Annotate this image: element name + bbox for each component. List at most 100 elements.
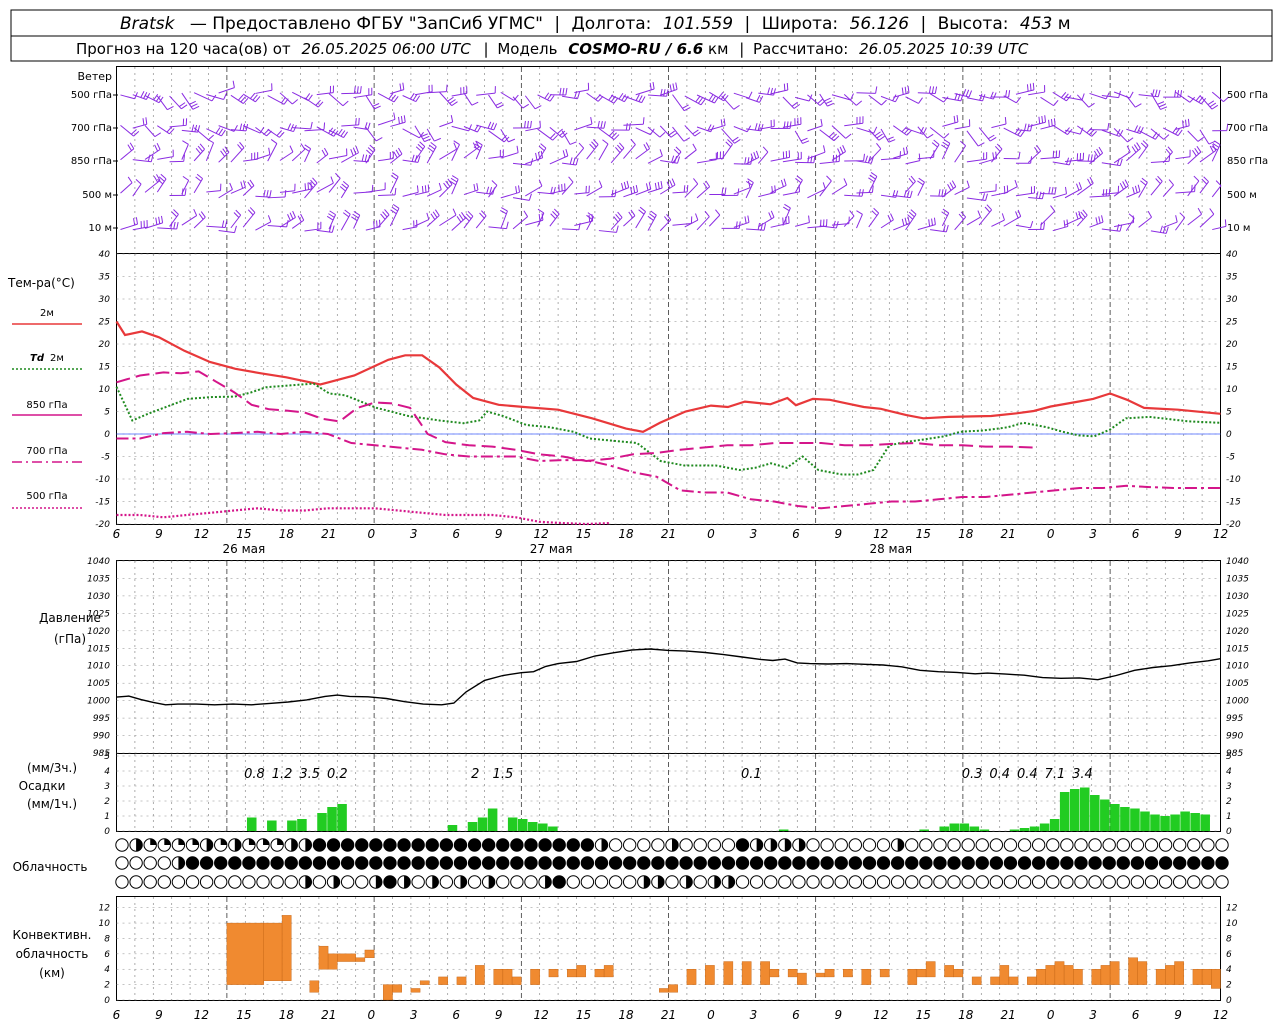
cloud-symbol — [242, 875, 256, 889]
wind-barb — [144, 142, 161, 160]
wind-barb — [132, 178, 142, 197]
wind-barb — [476, 86, 496, 96]
cloud-symbol — [608, 875, 623, 889]
header-box-bottom — [10, 35, 1273, 62]
convective-bar — [1155, 969, 1166, 985]
wind-barb — [157, 125, 175, 135]
pressure-tick-left: 1005 — [87, 679, 110, 689]
wind-barb — [893, 125, 913, 136]
convective-bar — [953, 969, 964, 978]
wind-barb-shaft — [1125, 217, 1135, 232]
wind-barb-flag — [903, 190, 907, 198]
wind-barb — [831, 125, 852, 139]
wind-barb-shaft — [353, 214, 361, 229]
wind-barb-flag — [1197, 136, 1204, 142]
convective-bar — [916, 969, 927, 978]
wind-barb-flag — [190, 103, 198, 108]
wind-barb — [1089, 215, 1104, 228]
cloud-symbol — [806, 838, 820, 852]
temp-legend: 2м Td 2м 850 гПа 700 гПа 500 гПа — [12, 308, 82, 509]
wind-barb-shaft — [1015, 224, 1031, 229]
wind-barb-shaft — [647, 187, 663, 193]
cloud-symbol-fill — [397, 856, 411, 870]
cloud-symbol-fill — [369, 838, 383, 852]
wind-barb — [794, 130, 810, 144]
wind-barb-flag — [723, 95, 729, 102]
wind-barb — [610, 180, 630, 196]
wind-barb-flag — [173, 209, 179, 215]
precip-bar — [778, 829, 789, 831]
wind-barb-flag — [960, 140, 966, 147]
wind-barb-flag — [303, 147, 310, 152]
wind-barb-flag — [1044, 115, 1046, 123]
wind-barb-flag — [1008, 90, 1011, 98]
wind-barb-shaft — [782, 207, 791, 226]
precip-unit-1h: (мм/1ч.) — [27, 797, 77, 811]
convective-title-1: Конвективн. — [13, 928, 92, 942]
convective-bar — [843, 969, 853, 978]
wind-barb-flag — [1038, 116, 1041, 124]
wind-barb-shaft — [316, 182, 334, 193]
wind-barb-shaft — [684, 125, 696, 137]
wind-barb — [206, 127, 226, 137]
wind-barb-flag — [1137, 184, 1141, 192]
wind-barb-flag — [518, 185, 521, 193]
hour-label-mid: 12 — [1213, 527, 1228, 541]
wind-barb — [340, 209, 351, 231]
wind-barb-shaft — [893, 153, 908, 159]
wind-barb-flag — [392, 203, 400, 209]
wind-barb — [1138, 177, 1148, 198]
wind-barb-flag — [538, 179, 543, 187]
convective-tick-right: 12 — [1226, 904, 1238, 914]
wind-barb-shaft — [230, 214, 242, 229]
wind-barb-shaft — [512, 162, 531, 166]
wind-barb — [807, 182, 826, 199]
wind-barb-flag — [353, 210, 361, 216]
convective-tick-right: 10 — [1226, 919, 1238, 929]
wind-barb-flag — [1158, 103, 1166, 108]
hour-label-bottom: 18 — [618, 1008, 634, 1022]
hour-label-bottom: 18 — [279, 1008, 295, 1022]
wind-barb-flag — [350, 148, 354, 156]
wind-barb-flag — [907, 85, 910, 93]
wind-barb-flag — [1215, 180, 1222, 187]
temp-tick-right: -15 — [1226, 498, 1241, 508]
wind-barb-flag — [1211, 104, 1219, 110]
wind-barb-shaft — [635, 127, 651, 136]
wind-barb-flag — [220, 150, 226, 157]
wind-barb-flag — [1157, 101, 1165, 105]
cloud-symbol — [637, 838, 651, 852]
wind-barb-flag — [759, 95, 764, 103]
wind-barb — [267, 139, 278, 162]
cloud-symbol — [1215, 838, 1229, 852]
hour-label-bottom: 21 — [1001, 1008, 1016, 1022]
cloud-symbol-fill — [595, 856, 608, 870]
wind-barb-shaft — [1015, 192, 1035, 197]
wind-barb-shaft — [880, 157, 901, 161]
wind-barb-shaft — [905, 96, 919, 104]
wind-barb-flag — [550, 213, 556, 220]
wind-barb-flag — [675, 82, 678, 90]
wind-barb — [476, 121, 498, 131]
wind-barb — [991, 143, 1003, 163]
wind-barb — [586, 180, 603, 197]
wind-level-left: 850 гПа — [71, 156, 112, 167]
wind-barb — [660, 82, 678, 96]
wind-barb-shaft — [1175, 217, 1186, 231]
cloud-symbol-quarter — [248, 838, 256, 845]
cloud-symbol — [355, 875, 369, 889]
wind-barb-flag — [430, 213, 436, 220]
wind-barb-shaft — [1040, 193, 1055, 195]
cloud-symbol-fill — [383, 875, 397, 889]
wind-barb-shaft — [574, 192, 590, 195]
wind-barb — [1162, 179, 1174, 197]
wind-barb-flag — [446, 84, 448, 92]
wind-barb-shaft — [157, 227, 177, 230]
wind-barb-flag — [901, 218, 905, 226]
wind-barb-flag — [941, 144, 948, 150]
wind-barb-shaft — [512, 216, 528, 230]
wind-barb — [573, 142, 585, 160]
wind-barb-shaft — [819, 180, 832, 197]
wind-barb-flag — [1048, 186, 1051, 194]
pressure-tick-left: 1010 — [87, 662, 110, 672]
